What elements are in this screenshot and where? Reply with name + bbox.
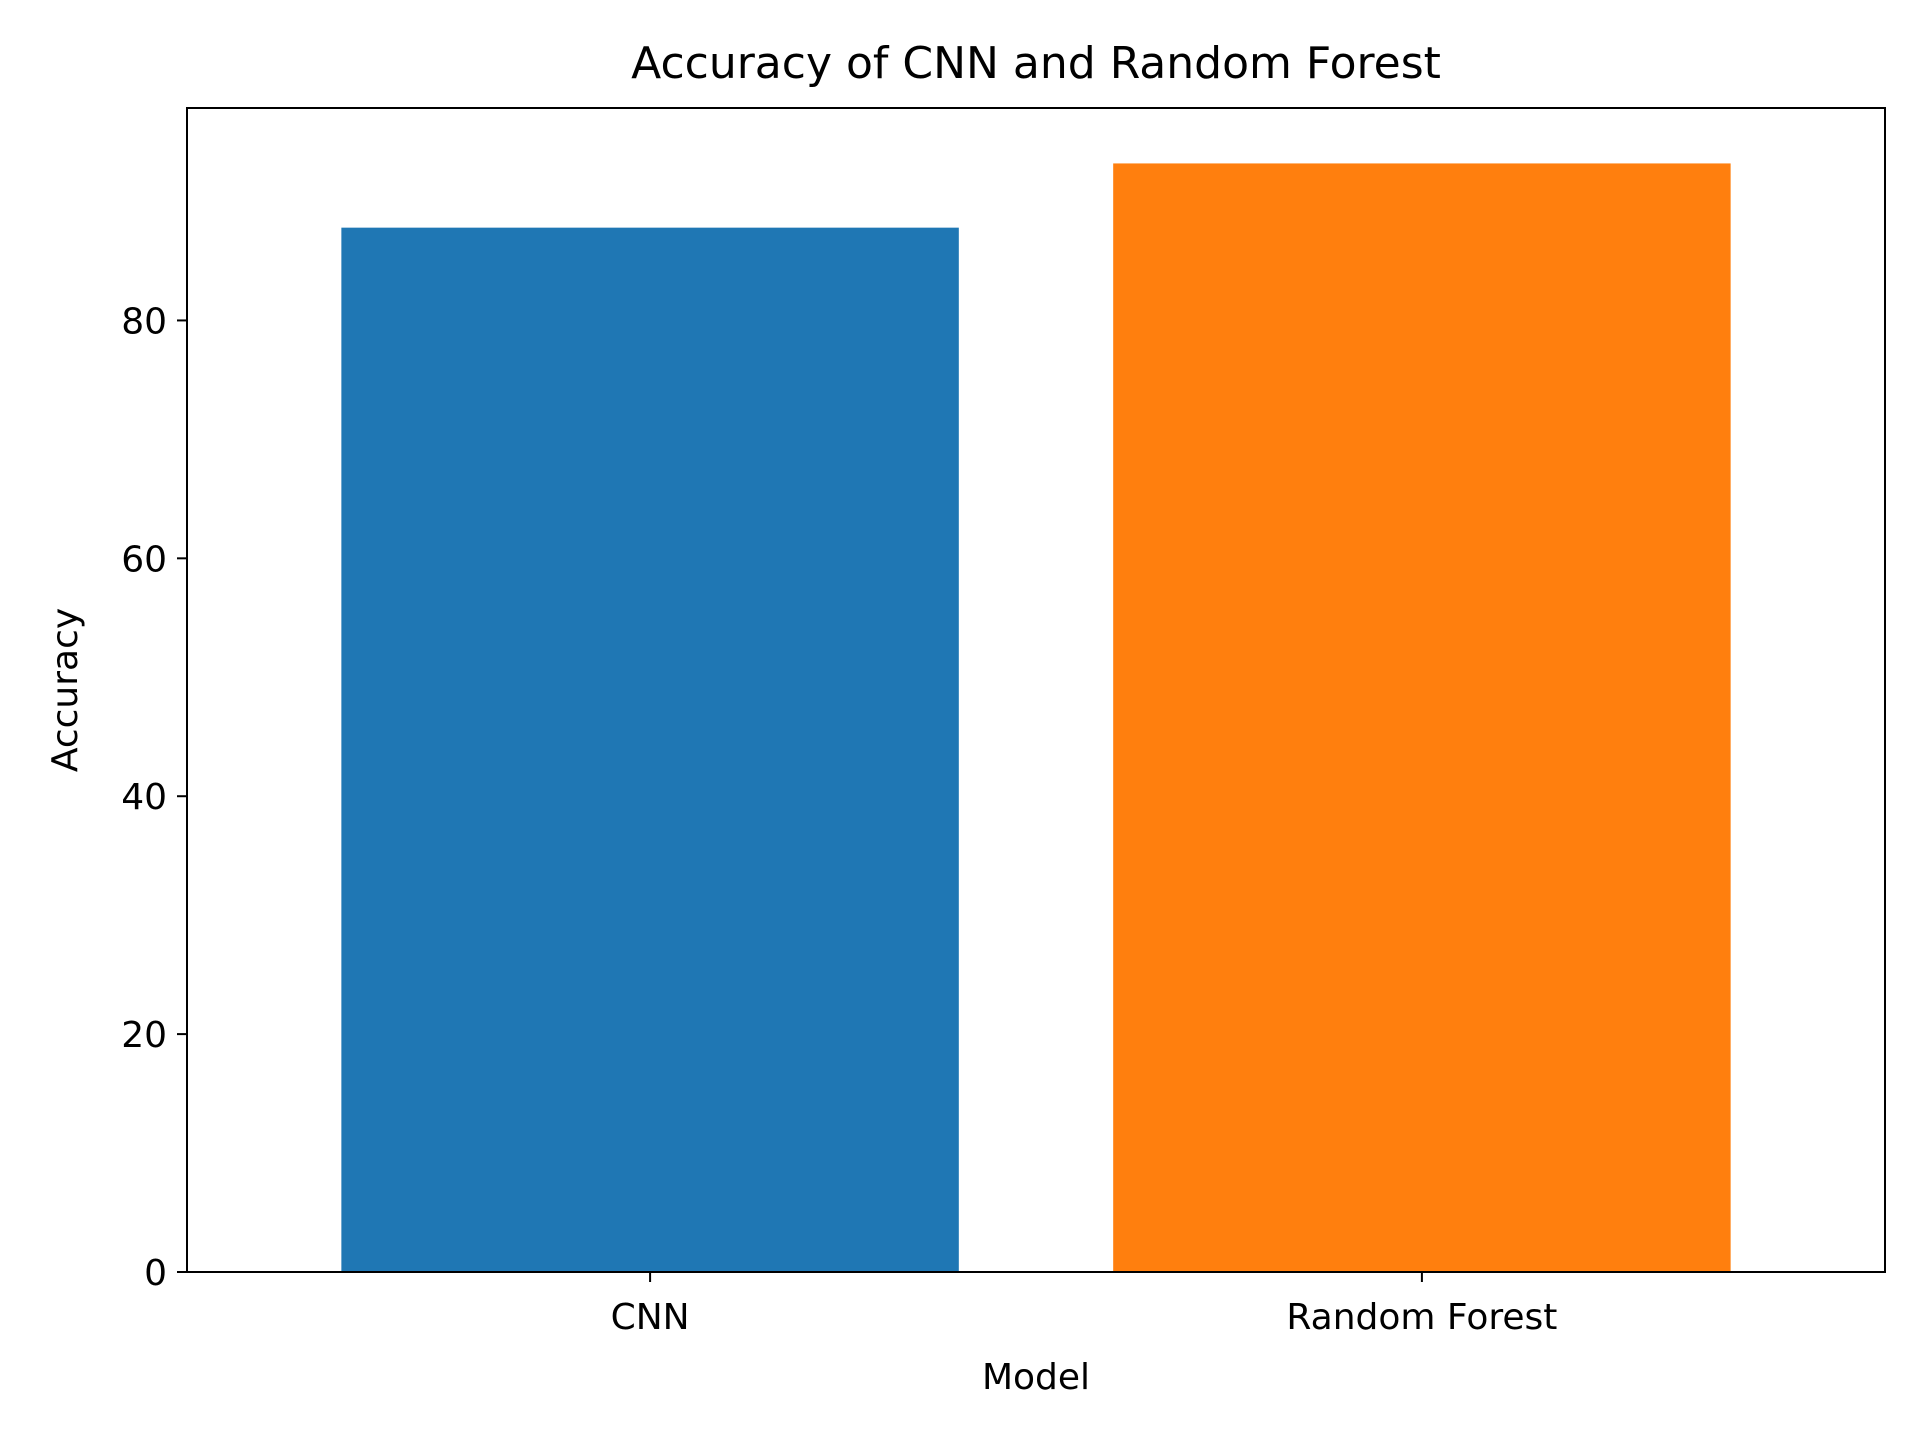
bar-random-forest — [1113, 163, 1731, 1272]
chart-title: Accuracy of CNN and Random Forest — [631, 38, 1441, 89]
y-tick-label: 0 — [144, 1253, 167, 1294]
y-tick-label: 80 — [121, 301, 167, 342]
y-axis-label: Accuracy — [45, 608, 86, 772]
y-tick-label: 60 — [121, 539, 167, 580]
x-tick-label: CNN — [611, 1297, 690, 1338]
bar-cnn — [341, 227, 959, 1273]
bars-group — [341, 163, 1731, 1273]
x-tick-label: Random Forest — [1286, 1297, 1557, 1338]
y-axis-ticks: 0 20 40 60 80 — [121, 301, 187, 1294]
x-axis-label: Model — [982, 1357, 1090, 1398]
x-axis-ticks: CNN Random Forest — [611, 1272, 1557, 1338]
plot-frame — [186, 107, 1886, 1273]
y-tick-label: 20 — [121, 1015, 167, 1056]
y-tick-label: 40 — [121, 777, 167, 818]
